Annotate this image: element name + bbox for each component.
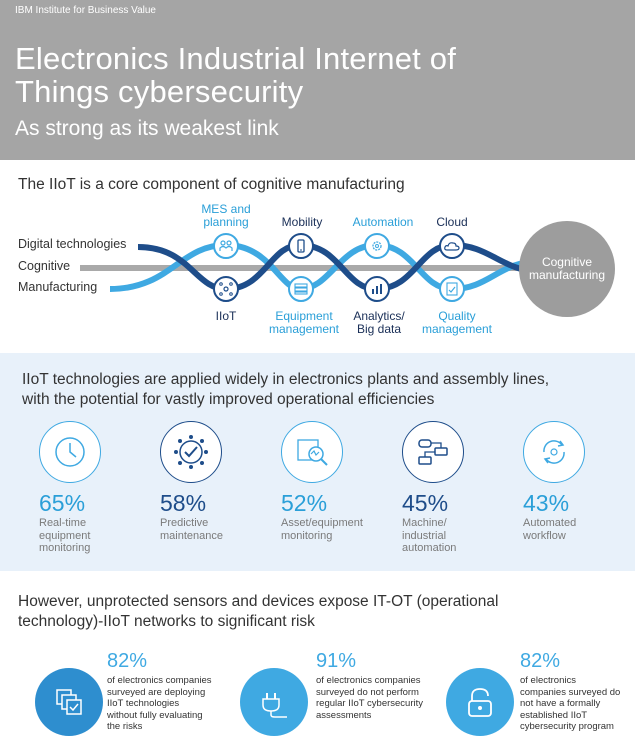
risk-pct-2: 91% (316, 650, 357, 672)
stat-predictive-maintenance: 58% Predictive maintenance (146, 421, 256, 542)
stat-realtime-monitoring: 65% Real-time equipment monitoring (25, 421, 135, 555)
cognitive-manufacturing-circle: Cognitive manufacturing (519, 221, 615, 317)
server-icon (288, 276, 314, 302)
risk-pct-1: 82% (107, 650, 148, 672)
section3-heading: However, unprotected sensors and devices… (18, 593, 499, 630)
section2-heading: IIoT technologies are applied widely in … (22, 371, 550, 408)
risk-text-2: of electronics companies surveyed do not … (316, 675, 424, 721)
mobile-icon (288, 233, 314, 259)
applications-section: IIoT technologies are applied widely in … (0, 353, 635, 571)
brand-label: IBM Institute for Business Value (15, 5, 156, 16)
checklist-icon (439, 276, 465, 302)
row-label-cognitive: Cognitive (18, 259, 71, 273)
node-label-automation: Automation (352, 215, 414, 229)
clock-icon (39, 421, 101, 483)
stat-label: Automated workflow (523, 517, 577, 542)
flow-icon (402, 421, 464, 483)
cloud-icon (439, 233, 465, 259)
stat-label: Machine/industrial automation (402, 517, 457, 554)
stat-asset-monitoring: 52% Asset/equipment monitoring (267, 421, 377, 542)
title-line-1: Electronics Industrial Internet of (15, 41, 457, 76)
node-label-quality: Quality management (421, 309, 493, 336)
stat-label: Asset/equipment monitoring (281, 517, 363, 542)
magnifier-chart-icon (281, 421, 343, 483)
risk-text-1: of electronics companies surveyed are dep… (107, 675, 212, 732)
page-title: Electronics Industrial Internet of Thing… (15, 42, 456, 108)
gear-icon (364, 233, 390, 259)
stat-pct: 65% (39, 490, 86, 516)
node-label-analytics: Analytics/Big data (353, 309, 405, 336)
stacked-check-icon (35, 668, 103, 736)
stat-automated-workflow: 43% Automated workflow (509, 421, 619, 542)
header-banner: IBM Institute for Business Value Electro… (0, 0, 635, 160)
row-label-digital: Digital technologies (18, 237, 127, 251)
node-label-cloud: Cloud (436, 215, 468, 229)
bar-chart-icon (364, 276, 390, 302)
stat-pct: 43% (523, 490, 570, 516)
stat-pct: 45% (402, 490, 449, 516)
check-network-icon (160, 421, 222, 483)
people-icon (213, 233, 239, 259)
stat-machine-automation: 45% Machine/industrial automation (388, 421, 498, 555)
cycle-icon (523, 421, 585, 483)
node-label-mobility: Mobility (281, 215, 323, 229)
risk-pct-3: 82% (520, 650, 561, 672)
node-label-iiot: IIoT (215, 309, 237, 323)
node-label-equipment: Equipment management (268, 309, 340, 336)
stat-label: Predictive maintenance (160, 517, 223, 542)
plug-icon (240, 668, 308, 736)
risk-text-3: of electronics companies surveyed do not h… (520, 675, 621, 732)
section1-heading: The IIoT is a core component of cognitiv… (18, 176, 405, 193)
page-subtitle: As strong as its weakest link (15, 117, 279, 140)
network-icon (213, 276, 239, 302)
node-label-mes: MES and planning (201, 202, 251, 229)
stat-label: Real-time equipment monitoring (39, 517, 91, 554)
stat-pct: 52% (281, 490, 328, 516)
stat-pct: 58% (160, 490, 207, 516)
row-label-manufacturing: Manufacturing (18, 280, 98, 294)
lock-icon (446, 668, 514, 736)
title-line-2: Things cybersecurity (15, 74, 304, 109)
